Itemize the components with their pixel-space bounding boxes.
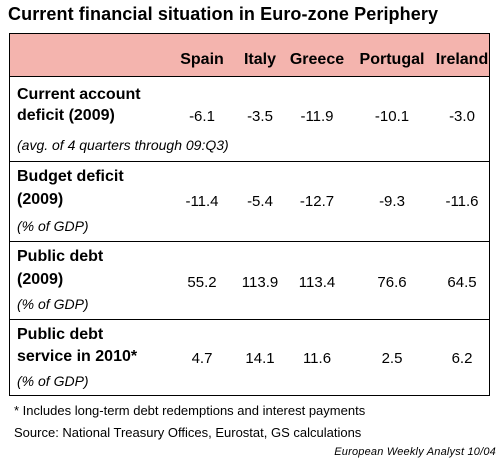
footnote-asterisk: * Includes long-term debt redemptions an… — [14, 403, 366, 418]
row-note-current-account: (avg. of 4 quarters through 09:Q3) — [17, 137, 229, 153]
row-label-current-account-line1: Current account — [17, 86, 141, 103]
col-header-greece: Greece — [289, 51, 345, 68]
col-header-portugal: Portugal — [359, 51, 425, 68]
table-header-band: Spain Italy Greece Portugal Ireland — [10, 34, 489, 77]
data-table: Spain Italy Greece Portugal Ireland Curr… — [9, 33, 490, 396]
row-divider — [10, 241, 489, 242]
table-cell: -10.1 — [374, 108, 410, 125]
row-divider — [10, 319, 489, 320]
table-cell: 55.2 — [187, 274, 217, 291]
table-cell: -3.5 — [247, 108, 273, 125]
table-cell: -6.1 — [189, 108, 215, 125]
table-cell: 113.4 — [298, 274, 336, 291]
table-cell: 4.7 — [191, 350, 213, 367]
row-label-debt-service-line2: service in 2010* — [17, 348, 138, 365]
publication-credit: European Weekly Analyst 10/04 — [334, 446, 496, 458]
row-divider — [10, 161, 489, 162]
table-cell: -5.4 — [247, 193, 273, 210]
row-label-public-debt-line2: (2009) — [17, 271, 64, 288]
row-note-budget-deficit: (% of GDP) — [17, 218, 89, 234]
table-cell: -12.7 — [299, 193, 335, 210]
col-header-ireland: Ireland — [435, 51, 489, 68]
table-cell: 6.2 — [451, 350, 473, 367]
table-cell: -11.9 — [300, 108, 334, 125]
row-label-public-debt-line1: Public debt — [17, 248, 104, 265]
row-note-public-debt: (% of GDP) — [17, 296, 89, 312]
col-header-spain: Spain — [180, 51, 224, 68]
table-cell: 113.9 — [241, 274, 279, 291]
table-cell: -9.3 — [379, 193, 405, 210]
table-cell: -11.6 — [445, 193, 479, 210]
table-cell: 14.1 — [245, 350, 275, 367]
table-cell: -3.0 — [449, 108, 475, 125]
page-title: Current financial situation in Euro-zone… — [8, 4, 439, 24]
table-cell: 76.6 — [377, 274, 407, 291]
row-label-budget-deficit-line2: (2009) — [17, 191, 64, 208]
table-cell: 11.6 — [302, 350, 332, 367]
row-note-debt-service: (% of GDP) — [17, 373, 89, 389]
row-label-budget-deficit-line1: Budget deficit — [17, 168, 124, 185]
table-cell: 64.5 — [447, 274, 477, 291]
row-label-current-account-line2: deficit (2009) — [17, 107, 115, 124]
table-cell: -11.4 — [185, 193, 219, 210]
footnote-source: Source: National Treasury Offices, Euros… — [14, 425, 362, 440]
table-cell: 2.5 — [381, 350, 403, 367]
col-header-italy: Italy — [243, 51, 276, 68]
row-label-debt-service-line1: Public debt — [17, 326, 104, 343]
